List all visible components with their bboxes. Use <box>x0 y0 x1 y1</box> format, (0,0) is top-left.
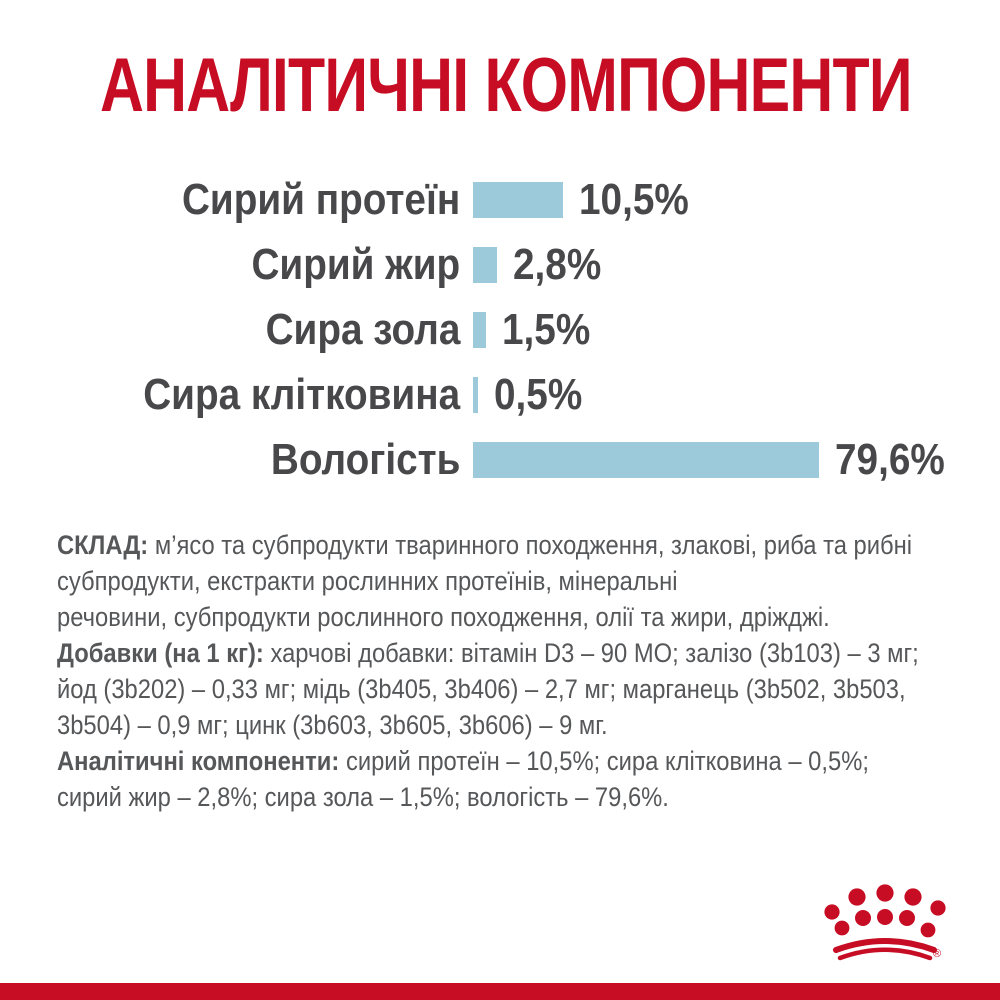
chart-bar <box>473 247 497 283</box>
chart-bar <box>473 312 486 348</box>
additives-label: Добавки (на 1 кг): <box>57 638 264 668</box>
chart-row: Сира зола 1,5% <box>50 305 960 354</box>
composition-paragraph: СКЛАД: м’ясо та субпродукти тваринного по… <box>57 530 913 632</box>
chart-row-label: Сирий жир <box>251 240 460 289</box>
royal-canin-crown-icon: ® <box>824 884 946 961</box>
analytical-label: Аналітичні компоненти: <box>57 746 340 776</box>
chart-row-value: 79,6% <box>835 435 945 484</box>
chart-bar <box>473 377 478 413</box>
chart-row-value: 1,5% <box>502 305 591 354</box>
chart-row: Сира клітковина 0,5% <box>50 370 960 419</box>
chart-bar <box>473 442 819 478</box>
chart-row: Сирий протеїн 10,5% <box>50 175 960 224</box>
chart-row-value: 10,5% <box>579 175 689 224</box>
footer-red-bar <box>0 983 1000 1000</box>
page-title: АНАЛІТИЧНІ КОМПОНЕНТИ <box>100 43 913 128</box>
chart-row: Вологість 79,6% <box>50 435 960 484</box>
composition-label: СКЛАД: <box>57 530 149 560</box>
ingredients-text-block: СКЛАД: м’ясо та субпродукти тваринного по… <box>57 527 1000 815</box>
registered-trademark-icon: ® <box>933 948 941 960</box>
additives-paragraph: Добавки (на 1 кг): харчові добавки: вітам… <box>57 638 919 740</box>
chart-row-value: 0,5% <box>494 370 583 419</box>
chart-row-label: Сира клітковина <box>143 370 460 419</box>
chart-row-label: Сирий протеїн <box>181 175 460 224</box>
chart-row: Сирий жир 2,8% <box>50 240 960 289</box>
chart-row-label: Вологість <box>270 435 460 484</box>
analytical-components-chart: Сирий протеїн 10,5% Сирий жир 2,8% Сира … <box>50 175 960 507</box>
analytical-paragraph: Аналітичні компоненти: сирий протеїн – 10… <box>57 746 869 812</box>
chart-row-value: 2,8% <box>513 240 602 289</box>
chart-row-label: Сира зола <box>265 305 460 354</box>
chart-bar <box>473 182 563 218</box>
